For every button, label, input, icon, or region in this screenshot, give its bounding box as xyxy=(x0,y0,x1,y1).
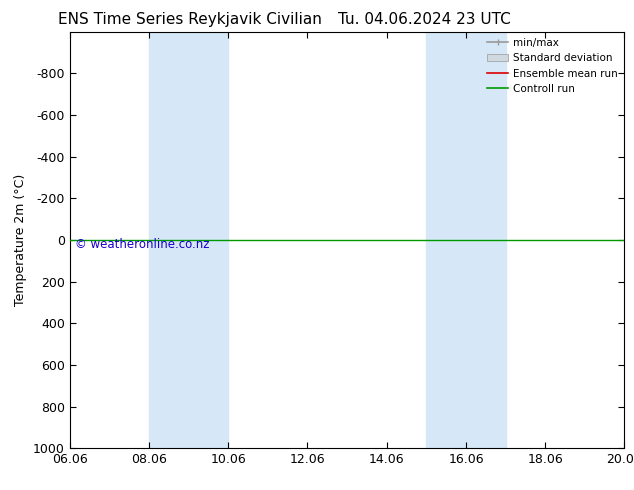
Y-axis label: Temperature 2m (°C): Temperature 2m (°C) xyxy=(15,174,27,306)
Bar xyxy=(426,32,506,448)
Bar xyxy=(149,32,228,448)
Legend: min/max, Standard deviation, Ensemble mean run, Controll run: min/max, Standard deviation, Ensemble me… xyxy=(483,34,623,98)
Text: Tu. 04.06.2024 23 UTC: Tu. 04.06.2024 23 UTC xyxy=(339,12,511,27)
Text: ENS Time Series Reykjavik Civilian: ENS Time Series Reykjavik Civilian xyxy=(58,12,322,27)
Text: © weatheronline.co.nz: © weatheronline.co.nz xyxy=(75,238,210,251)
